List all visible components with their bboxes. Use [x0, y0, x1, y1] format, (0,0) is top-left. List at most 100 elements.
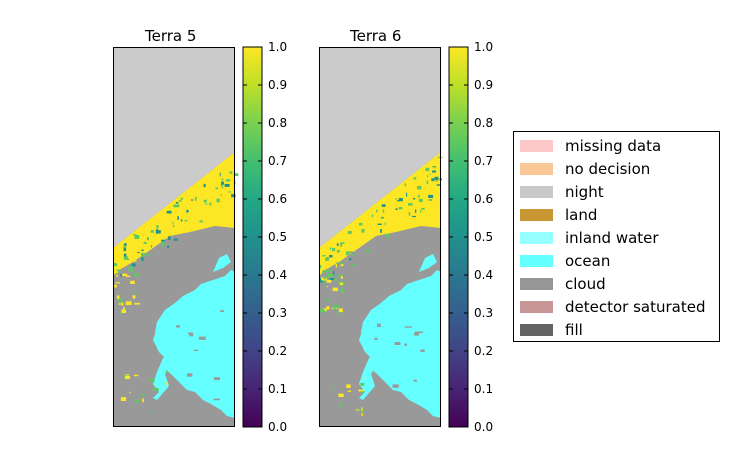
snow-fraction-pixel — [347, 390, 352, 392]
snow-fraction-pixel — [397, 200, 400, 202]
snow-fraction-pixel — [199, 220, 203, 223]
snow-fraction-pixel — [360, 382, 365, 386]
cloud-pixel — [187, 332, 192, 335]
snow-fraction-pixel — [421, 207, 425, 210]
snow-fraction-pixel — [150, 244, 153, 248]
legend-swatch — [520, 278, 553, 290]
snow-fraction-pixel — [149, 378, 155, 382]
snow-fraction-pixel — [175, 202, 179, 204]
snow-fraction-pixel — [141, 253, 146, 257]
snow-fraction-pixel — [413, 177, 417, 180]
snow-fraction-pixel — [150, 230, 154, 233]
panel-title-terra-6: Terra 6 — [350, 27, 402, 45]
snow-fraction-pixel — [404, 183, 407, 187]
snow-fraction-pixel — [130, 280, 135, 284]
snow-fraction-pixel — [173, 238, 178, 241]
snow-fraction-pixel — [319, 264, 322, 269]
snow-fraction-pixel — [358, 389, 364, 392]
snow-band — [113, 152, 235, 276]
snow-fraction-pixel — [113, 284, 117, 288]
snow-fraction-pixel — [366, 249, 370, 253]
cloud-pixel — [193, 349, 199, 352]
colorbar-tick-label: 0.3 — [268, 306, 287, 320]
snow-fraction-pixel — [328, 298, 330, 302]
snow-fraction-pixel — [123, 306, 125, 310]
snow-fraction-pixel — [418, 198, 423, 202]
snow-fraction-pixel — [209, 202, 212, 206]
snow-fraction-pixel — [338, 273, 343, 277]
snow-fraction-pixel — [426, 180, 429, 185]
snow-fraction-pixel — [349, 258, 352, 261]
legend-label: ocean — [565, 252, 611, 270]
snow-fraction-pixel — [125, 301, 132, 305]
legend-label: cloud — [565, 275, 606, 293]
snow-fraction-pixel — [126, 275, 131, 277]
cloud-pixel — [170, 380, 179, 383]
snow-fraction-pixel — [340, 242, 345, 244]
snow-fraction-pixel — [160, 242, 165, 245]
snow-fraction-pixel — [322, 270, 325, 273]
snow-fraction-pixel — [128, 255, 131, 258]
snow-fraction-pixel — [336, 266, 340, 268]
snow-fraction-pixel — [332, 287, 338, 292]
snow-fraction-pixel — [114, 270, 118, 273]
snow-fraction-pixel — [385, 234, 390, 238]
snow-fraction-pixel — [338, 308, 343, 313]
snow-fraction-pixel — [215, 187, 219, 190]
snow-fraction-pixel — [326, 279, 332, 283]
ocean-region — [153, 298, 209, 400]
snow-fraction-pixel — [408, 203, 413, 206]
snow-fraction-pixel — [420, 210, 422, 213]
snow-fraction-pixel — [120, 273, 124, 277]
snow-fraction-pixel — [121, 309, 126, 313]
snow-fraction-pixel — [172, 221, 174, 225]
colorbar-tick-label: 0.9 — [474, 78, 493, 92]
snow-fraction-pixel — [322, 255, 326, 257]
colorbar-tick-label: 0.2 — [268, 344, 287, 358]
snow-fraction-pixel — [127, 255, 129, 257]
snow-fraction-pixel — [174, 204, 180, 208]
snow-fraction-pixel — [429, 173, 431, 175]
snow-fraction-pixel — [329, 247, 332, 250]
snow-fraction-pixel — [161, 245, 163, 248]
snow-fraction-pixel — [323, 276, 327, 280]
snow-fraction-pixel — [216, 198, 220, 203]
snow-fraction-pixel — [222, 186, 224, 189]
snow-fraction-pixel — [225, 179, 231, 182]
legend-label: detector saturated — [565, 298, 706, 316]
ocean-region — [155, 270, 235, 418]
snow-fraction-pixel — [125, 376, 131, 379]
colorbar-tick-label: 0.8 — [474, 116, 493, 130]
snow-fraction-pixel — [346, 384, 351, 388]
snow-fraction-pixel — [427, 175, 429, 178]
snow-band — [319, 152, 441, 276]
snow-fraction-pixel — [338, 393, 344, 397]
snow-fraction-pixel — [425, 167, 430, 172]
snow-fraction-pixel — [140, 394, 145, 396]
snow-fraction-pixel — [361, 229, 365, 233]
snow-fraction-pixel — [121, 260, 125, 263]
snow-fraction-pixel — [352, 253, 354, 257]
colorbar-tick-label: 0.6 — [268, 192, 287, 206]
colorbar-tick-label: 0.0 — [268, 420, 287, 434]
snow-fraction-pixel — [134, 235, 140, 239]
snow-fraction-pixel — [122, 273, 128, 277]
snow-fraction-pixel — [319, 309, 325, 313]
cloud-pixel — [413, 379, 418, 382]
snow-fraction-pixel — [337, 310, 339, 315]
legend-swatch — [520, 324, 553, 336]
colorbar-tick-label: 0.3 — [474, 306, 493, 320]
snow-fraction-pixel — [141, 261, 143, 263]
cloud-pixel — [415, 331, 423, 334]
snow-fraction-pixel — [123, 253, 127, 257]
snow-fraction-pixel — [115, 269, 120, 273]
snow-fraction-pixel — [340, 289, 345, 293]
snow-fraction-pixel — [123, 247, 127, 252]
snow-fraction-pixel — [333, 307, 336, 310]
snow-fraction-pixel — [333, 305, 340, 308]
snow-fraction-pixel — [166, 370, 168, 374]
cloud-pixel — [374, 337, 378, 340]
colorbar-tick-label: 0.2 — [474, 344, 493, 358]
snow-fraction-pixel — [340, 276, 343, 279]
legend-swatch — [520, 186, 553, 198]
